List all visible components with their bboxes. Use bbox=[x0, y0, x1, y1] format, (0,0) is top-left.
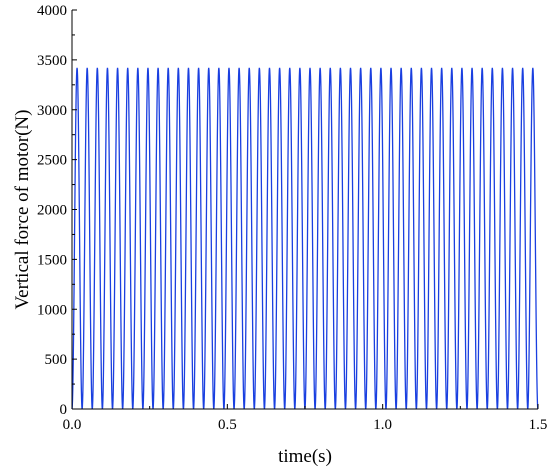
y-tick-label: 3000 bbox=[37, 103, 67, 119]
plot-area bbox=[71, 67, 539, 410]
y-axis: 0 500 1000 1500 2000 2500 3000 3500 4000 bbox=[37, 3, 77, 418]
x-tick-label: 0.0 bbox=[63, 417, 82, 433]
y-tick-label: 1000 bbox=[37, 302, 67, 318]
series-line-0 bbox=[71, 67, 539, 410]
x-tick-label: 1.5 bbox=[529, 417, 548, 433]
y-tick-label: 1500 bbox=[37, 252, 67, 268]
y-axis-title: Vertical force of motor(N) bbox=[12, 110, 33, 310]
y-tick-label: 500 bbox=[45, 352, 68, 368]
x-tick-label: 1.0 bbox=[373, 417, 392, 433]
x-axis: 0.0 0.5 1.0 1.5 bbox=[63, 404, 548, 433]
y-tick-label: 4000 bbox=[37, 3, 67, 19]
x-tick-label: 0.5 bbox=[218, 417, 237, 433]
y-tick-label: 3500 bbox=[37, 53, 67, 69]
y-tick-label: 2000 bbox=[37, 203, 67, 219]
x-axis-title: time(s) bbox=[278, 446, 332, 467]
y-tick-label: 0 bbox=[60, 402, 68, 418]
y-tick-label: 2500 bbox=[37, 153, 67, 169]
